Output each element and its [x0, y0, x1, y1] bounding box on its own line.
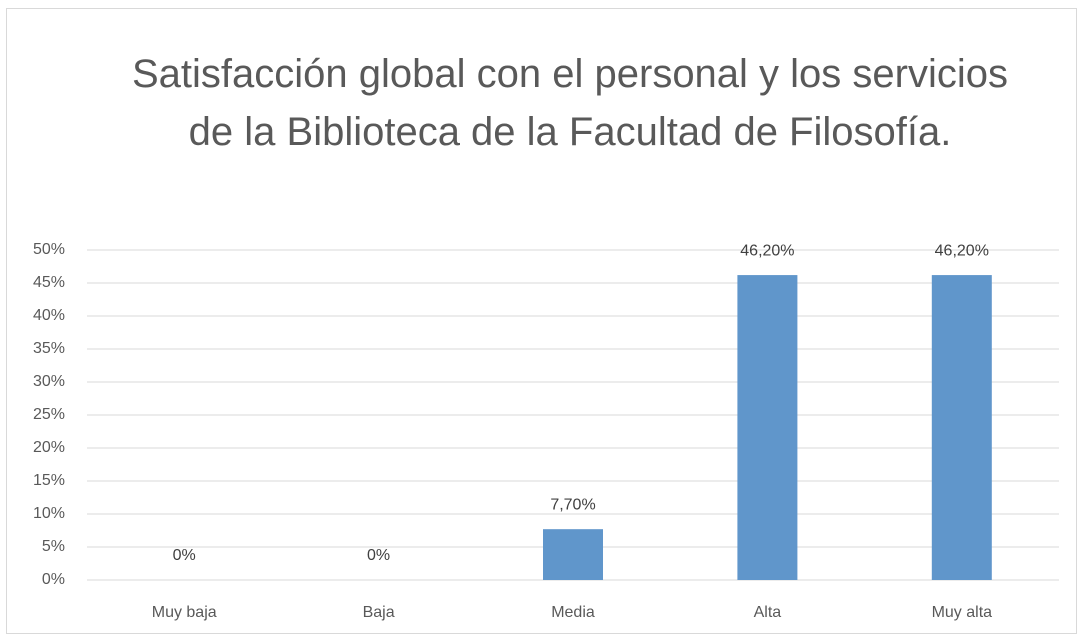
- x-tick-label: Media: [551, 604, 595, 621]
- y-tick-label: 40%: [33, 307, 65, 324]
- x-tick-label: Alta: [754, 604, 782, 621]
- bar: [737, 275, 798, 580]
- x-tick-label: Muy baja: [152, 604, 217, 621]
- y-tick-label: 0%: [42, 571, 65, 588]
- y-tick-label: 35%: [33, 340, 65, 357]
- chart-border: [6, 8, 1077, 634]
- x-tick-label: Muy alta: [932, 604, 993, 621]
- y-tick-label: 20%: [33, 439, 65, 456]
- value-label: 46,20%: [740, 242, 794, 259]
- y-tick-label: 10%: [33, 505, 65, 522]
- y-tick-label: 15%: [33, 472, 65, 489]
- y-tick-label: 50%: [33, 241, 65, 258]
- y-tick-label: 25%: [33, 406, 65, 423]
- value-label: 0%: [367, 547, 390, 564]
- bar: [931, 275, 992, 580]
- chart-title: Satisfacción global con el personal y lo…: [132, 52, 1008, 154]
- y-tick-label: 5%: [42, 538, 65, 555]
- value-label: 0%: [173, 547, 196, 564]
- bar: [543, 529, 603, 580]
- value-label: 7,70%: [550, 496, 595, 513]
- y-tick-label: 45%: [33, 274, 65, 291]
- y-tick-label: 30%: [33, 373, 65, 390]
- value-label: 46,20%: [935, 242, 989, 259]
- x-tick-label: Baja: [363, 604, 395, 621]
